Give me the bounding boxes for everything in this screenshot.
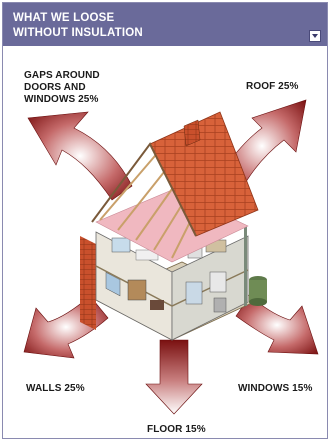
floor-arrow: [145, 339, 203, 415]
gaps-arrow: [27, 111, 133, 201]
brick-wall-left: [80, 236, 96, 330]
walls-label: WALLS 25%: [26, 383, 85, 394]
dropdown-toggle-icon[interactable]: [309, 30, 321, 42]
panel-header: WHAT WE LOOSE WITHOUT INSULATION: [3, 3, 327, 46]
floor-label: FLOOR 15%: [147, 424, 206, 435]
roof-label: ROOF 25%: [246, 81, 299, 92]
house-cutaway: [80, 111, 267, 341]
header-title-line1: WHAT WE LOOSE: [13, 12, 115, 24]
gaps-label-line1: GAPS AROUND: [24, 70, 100, 81]
gaps-label-line3: WINDOWS 25%: [24, 94, 99, 105]
windows-label: WINDOWS 15%: [238, 383, 313, 394]
gaps-label: GAPS AROUND DOORS AND WINDOWS 25%: [24, 70, 100, 106]
gaps-label-line2: DOORS AND: [24, 82, 86, 93]
chimney: [183, 119, 201, 147]
header-title-line2: WITHOUT INSULATION: [13, 27, 143, 39]
